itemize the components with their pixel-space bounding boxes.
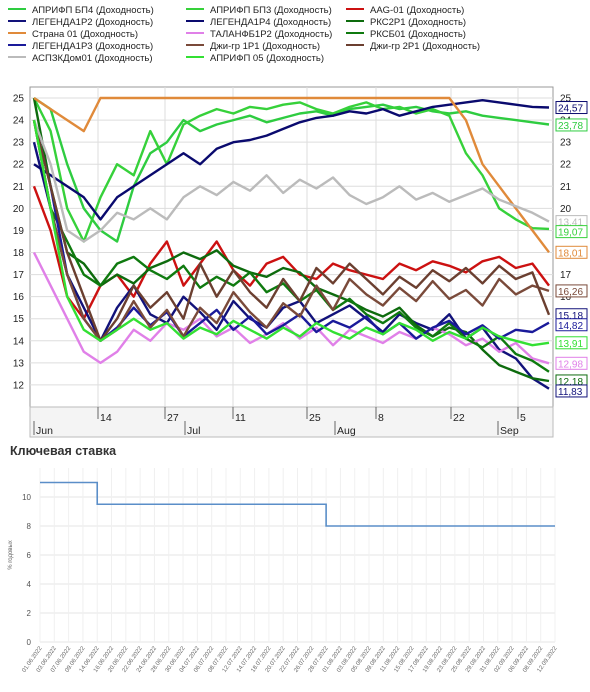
series-line-dzhi_gr_1r1 bbox=[32, 119, 550, 342]
y-tick-label: 14 bbox=[13, 336, 25, 347]
x-month-label: Jul bbox=[187, 425, 200, 437]
legend-label: Джи-гр 2Р1 (Доходность) bbox=[370, 41, 480, 52]
right-tick-label: 17 bbox=[560, 270, 572, 281]
legend-label: Джи-гр 1Р1 (Доходность) bbox=[210, 41, 320, 52]
y-tick-label: 21 bbox=[13, 182, 25, 193]
legend-label: Страна 01 (Доходность) bbox=[32, 29, 138, 40]
legend-label: AAG-01 (Доходность) bbox=[370, 5, 464, 16]
value-badge-box bbox=[555, 245, 588, 259]
y-tick-label: 20 bbox=[13, 204, 25, 215]
y-tick-label: 15 bbox=[13, 314, 25, 325]
value-badge-label: 19,07 bbox=[558, 228, 583, 239]
value-badge-box bbox=[555, 384, 588, 398]
x-day-label: 14 bbox=[100, 412, 112, 424]
legend-label: АПРИФП БП3 (Доходность) bbox=[210, 5, 332, 16]
legend-label: ЛЕГЕНДА1Р4 (Доходность) bbox=[210, 17, 331, 28]
right-tick-label: 22 bbox=[560, 160, 572, 171]
legend-label: ЛЕГЕНДА1Р2 (Доходность) bbox=[32, 17, 153, 28]
y-tick-label: 4 bbox=[27, 580, 32, 589]
series-line-aprifp_bp3 bbox=[32, 97, 550, 243]
x-axis-strip bbox=[29, 406, 554, 438]
right-tick-label: 20 bbox=[560, 204, 572, 215]
value-badge-box bbox=[555, 284, 588, 298]
value-badge-box bbox=[555, 101, 588, 115]
y-tick-label: 2 bbox=[27, 609, 32, 618]
right-tick-label: 21 bbox=[560, 182, 572, 193]
x-day-label: 5 bbox=[520, 412, 526, 424]
value-badge-label: 13,41 bbox=[558, 218, 583, 229]
y-tick-label: 8 bbox=[27, 522, 32, 531]
series-line-rksb01 bbox=[32, 119, 550, 373]
value-badge-box bbox=[555, 318, 588, 332]
y-tick-label: 22 bbox=[13, 160, 25, 171]
right-tick-label: 23 bbox=[560, 138, 572, 149]
x-day-label: 11 bbox=[235, 412, 246, 424]
y-tick-label: 16 bbox=[13, 292, 25, 303]
right-tick-label: 16 bbox=[560, 292, 572, 303]
legend-label: ЛЕГЕНДА1Р3 (Доходность) bbox=[32, 41, 153, 52]
y-tick-label: 10 bbox=[22, 493, 31, 502]
y-tick-label: 19 bbox=[13, 226, 25, 237]
series-line-key-rate bbox=[40, 481, 555, 527]
value-badge-box bbox=[555, 118, 588, 132]
legend-label: АПРИФП БП4 (Доходность) bbox=[32, 5, 154, 16]
value-badge-box bbox=[555, 356, 588, 370]
value-badge-label: 12,98 bbox=[558, 359, 583, 370]
legend-label: РКС2Р1 (Доходность) bbox=[370, 17, 466, 28]
y-axis-label: % годовых bbox=[8, 540, 14, 570]
value-badge-box bbox=[555, 225, 588, 239]
legend-label: АСПЗКДом01 (Доходность) bbox=[32, 53, 153, 64]
value-badge-label: 15,18 bbox=[558, 311, 583, 322]
value-badge-label: 23,78 bbox=[558, 121, 583, 132]
legend-label: ТАЛАНФБ1Р2 (Доходность) bbox=[210, 29, 332, 40]
series-line-strana01 bbox=[33, 96, 550, 254]
value-badge-label: 16,26 bbox=[558, 287, 583, 298]
x-day-label: 22 bbox=[453, 412, 465, 424]
y-tick-label: 17 bbox=[13, 270, 25, 281]
x-day-label: 27 bbox=[167, 412, 179, 424]
y-tick-label: 6 bbox=[27, 551, 32, 560]
bond-yield-chart: АПРИФП БП4 (Доходность) АПРИФП БП3 (Доход… bbox=[8, 5, 588, 438]
plot-area bbox=[29, 86, 554, 408]
x-day-label: 25 bbox=[309, 412, 321, 424]
x-day-label: 8 bbox=[378, 412, 384, 424]
value-badge-label: 18,01 bbox=[558, 248, 583, 259]
x-month-label: Sep bbox=[500, 425, 519, 437]
value-badge-label: 24,57 bbox=[558, 104, 583, 115]
value-badge-label: 12,18 bbox=[558, 377, 583, 388]
series-line-legenda1r4 bbox=[33, 98, 550, 221]
value-badge-label: 13,91 bbox=[558, 339, 583, 350]
y-tick-label: 12 bbox=[13, 380, 25, 391]
series-line-aprifp05 bbox=[32, 119, 550, 347]
series-line-aspzkdom01 bbox=[32, 119, 550, 243]
y-tick-label: 23 bbox=[13, 138, 25, 149]
x-month-label: Jun bbox=[36, 425, 53, 437]
y-tick-label: 0 bbox=[27, 638, 32, 647]
y-tick-label: 25 bbox=[13, 94, 25, 105]
series-line-aprifp_bp4 bbox=[33, 97, 550, 243]
chart-title: Ключевая ставка bbox=[10, 444, 117, 458]
legend-label: АПРИФП 05 (Доходность) bbox=[210, 53, 324, 64]
right-tick-label: 25 bbox=[560, 94, 572, 105]
y-tick-label: 13 bbox=[13, 358, 25, 369]
series-line-dzhi_gr_2r1 bbox=[32, 119, 551, 342]
value-badge-label: 14,82 bbox=[558, 321, 583, 332]
value-badge-label: 11,83 bbox=[558, 387, 583, 398]
y-tick-label: 18 bbox=[13, 248, 25, 259]
x-month-label: Aug bbox=[337, 425, 356, 437]
legend-label: РКСБ01 (Доходность) bbox=[370, 29, 466, 40]
value-badge-box bbox=[555, 336, 588, 350]
y-tick-label: 24 bbox=[13, 116, 25, 127]
